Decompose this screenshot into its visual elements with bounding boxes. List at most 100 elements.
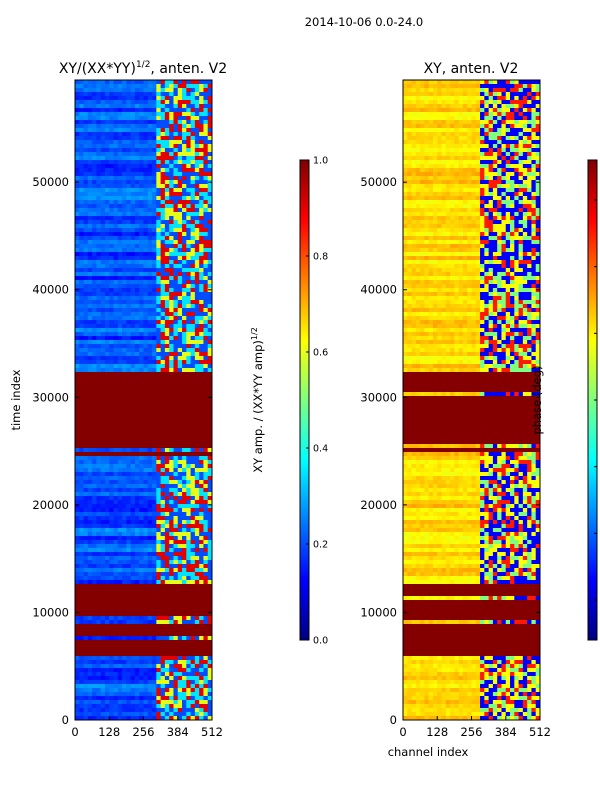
heatmap-cell xyxy=(126,508,132,513)
heatmap-cell xyxy=(190,444,196,449)
heatmap-cell xyxy=(109,92,114,97)
heatmap-cell xyxy=(143,160,149,165)
heatmap-cell xyxy=(126,408,132,413)
heatmap-cell xyxy=(130,640,136,645)
heatmap-cell xyxy=(117,332,123,337)
heatmap-cell xyxy=(113,300,119,305)
heatmap-cell xyxy=(147,496,153,501)
heatmap-cell xyxy=(203,232,209,237)
heatmap-cell xyxy=(152,592,157,597)
heatmap-cell xyxy=(139,664,144,669)
heatmap-cell xyxy=(87,320,93,325)
heatmap-cell xyxy=(92,180,97,185)
heatmap-cell xyxy=(83,612,89,617)
heatmap-cell xyxy=(160,544,166,549)
heatmap-cell xyxy=(104,208,110,213)
heatmap-cell xyxy=(126,652,132,657)
heatmap-cell xyxy=(147,284,153,289)
heatmap-cell xyxy=(134,136,140,141)
heatmap-cell xyxy=(100,576,106,581)
heatmap-cell xyxy=(190,460,196,465)
heatmap-cell xyxy=(79,360,84,365)
heatmap-cell xyxy=(164,444,170,449)
heatmap-cell xyxy=(160,604,166,609)
heatmap-cell xyxy=(173,196,179,201)
heatmap-cell xyxy=(92,460,97,465)
heatmap-cell xyxy=(182,672,187,677)
heatmap-cell xyxy=(113,668,119,673)
heatmap-cell xyxy=(104,620,110,625)
heatmap-cell xyxy=(92,212,97,217)
heatmap-cell xyxy=(109,572,114,577)
heatmap-cell xyxy=(113,636,119,641)
heatmap-cell xyxy=(79,580,84,585)
heatmap-cell xyxy=(96,548,102,553)
heatmap-cell xyxy=(92,268,97,273)
heatmap-cell xyxy=(173,132,179,137)
heatmap-cell xyxy=(126,644,132,649)
heatmap-cell xyxy=(117,652,123,657)
heatmap-cell xyxy=(122,352,127,357)
heatmap-cell xyxy=(100,548,106,553)
heatmap-cell xyxy=(75,524,80,529)
heatmap-cell xyxy=(164,700,170,705)
heatmap-cell xyxy=(194,436,200,441)
heatmap-cell xyxy=(139,524,144,529)
heatmap-cell xyxy=(109,612,114,617)
heatmap-cell xyxy=(126,304,132,309)
heatmap-cell xyxy=(113,680,119,685)
heatmap-cell xyxy=(207,648,212,653)
heatmap-cell xyxy=(194,312,200,317)
heatmap-cell xyxy=(156,424,162,429)
heatmap-cell xyxy=(169,132,174,137)
heatmap-cell xyxy=(92,692,97,697)
heatmap-cell xyxy=(79,168,84,173)
heatmap-cell xyxy=(75,484,80,489)
heatmap-cell xyxy=(100,332,106,337)
heatmap-cell xyxy=(160,684,166,689)
heatmap-cell xyxy=(207,280,212,285)
heatmap-cell xyxy=(134,300,140,305)
heatmap-cell xyxy=(160,440,166,445)
heatmap-cell xyxy=(83,176,89,181)
heatmap-cell xyxy=(126,420,132,425)
heatmap-cell xyxy=(182,692,187,697)
heatmap-cell xyxy=(147,548,153,553)
heatmap-cell xyxy=(79,376,84,381)
heatmap-cell xyxy=(156,160,162,165)
heatmap-cell xyxy=(156,492,162,497)
heatmap-cell xyxy=(104,248,110,253)
heatmap-cell xyxy=(109,392,114,397)
heatmap-cell xyxy=(96,480,102,485)
heatmap-cell xyxy=(194,160,200,165)
heatmap-cell xyxy=(104,428,110,433)
heatmap-cell xyxy=(152,576,157,581)
heatmap-cell xyxy=(79,96,84,101)
heatmap-cell xyxy=(173,416,179,421)
heatmap-cell xyxy=(87,120,93,125)
heatmap-cell xyxy=(164,220,170,225)
heatmap-cell xyxy=(134,168,140,173)
heatmap-cell xyxy=(207,652,212,657)
heatmap-cell xyxy=(79,256,84,261)
heatmap-cell xyxy=(126,332,132,337)
heatmap-cell xyxy=(156,676,162,681)
heatmap-cell xyxy=(143,492,149,497)
heatmap-cell xyxy=(186,584,191,589)
heatmap-cell xyxy=(122,88,127,93)
heatmap-cell xyxy=(75,152,80,157)
heatmap-cell xyxy=(126,280,132,285)
heatmap-cell xyxy=(92,316,97,321)
heatmap-cell xyxy=(194,348,200,353)
heatmap-cell xyxy=(207,192,212,197)
heatmap-cell xyxy=(117,688,123,693)
heatmap-cell xyxy=(143,352,149,357)
heatmap-cell xyxy=(186,160,191,165)
heatmap-cell xyxy=(160,96,166,101)
heatmap-cell xyxy=(194,252,200,257)
heatmap-cell xyxy=(160,136,166,141)
heatmap-cell xyxy=(134,460,140,465)
heatmap-cell xyxy=(203,196,209,201)
heatmap-cell xyxy=(126,352,132,357)
heatmap-cell xyxy=(203,304,209,309)
